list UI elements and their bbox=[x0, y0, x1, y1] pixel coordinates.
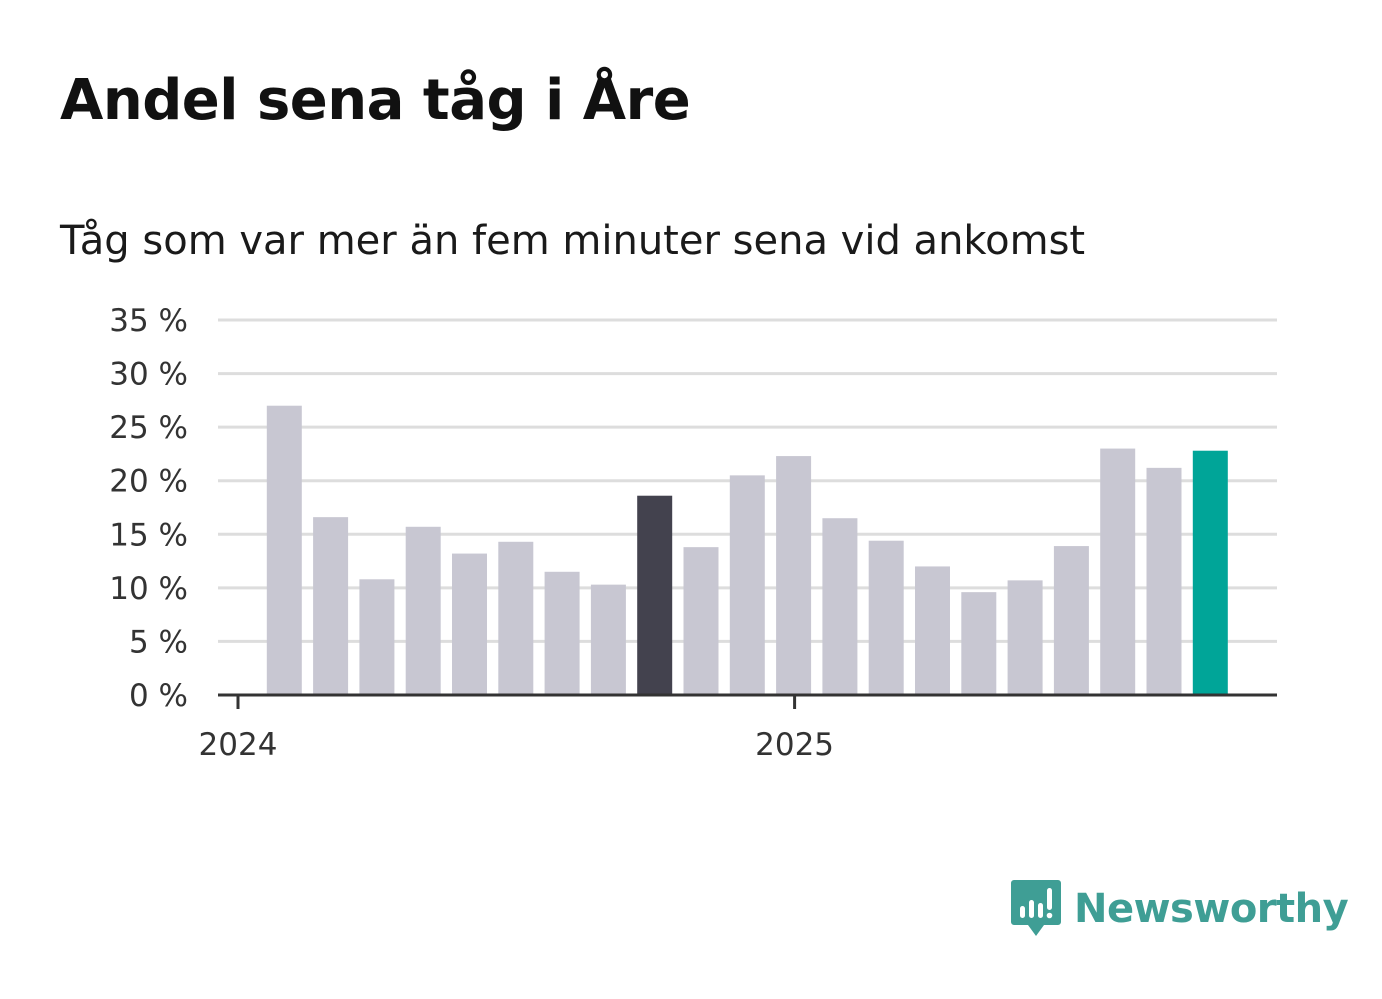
bar-2025-10 bbox=[1192, 450, 1228, 695]
bar-2025-07 bbox=[1053, 546, 1089, 695]
bar-2025-04 bbox=[915, 566, 950, 695]
y-axis-ticks: 0 % 5 % 10 % 15 % 20 % 25 % 30 % 35 % bbox=[109, 303, 188, 714]
bar-2025-02 bbox=[822, 518, 858, 695]
y-tick-label: 35 % bbox=[109, 303, 188, 339]
bar-2025-01 bbox=[776, 456, 812, 695]
bar-2025-03 bbox=[868, 540, 904, 695]
y-tick-label: 20 % bbox=[109, 464, 188, 500]
x-tick-label: 2025 bbox=[755, 727, 834, 763]
bar-2024-11 bbox=[683, 547, 719, 695]
y-tick-label: 15 % bbox=[109, 517, 188, 553]
bar-2024-03 bbox=[313, 517, 349, 695]
bar-2024-06 bbox=[452, 553, 487, 695]
chart-subtitle: Tåg som var mer än fem minuter sena vid … bbox=[60, 218, 1086, 264]
bar-2024-08 bbox=[544, 571, 580, 695]
bars bbox=[266, 405, 1228, 695]
bar-2025-08 bbox=[1100, 448, 1136, 695]
y-tick-label: 10 % bbox=[109, 571, 188, 607]
brand-name: Newsworthy bbox=[1074, 886, 1349, 932]
bar-2025-09 bbox=[1146, 467, 1182, 695]
bar-2024-10 bbox=[637, 495, 673, 695]
bar-2024-09 bbox=[590, 584, 626, 695]
y-tick-label: 25 % bbox=[109, 410, 188, 446]
bar-2025-05 bbox=[961, 592, 997, 695]
y-tick-label: 30 % bbox=[109, 357, 188, 393]
bar-2024-12 bbox=[729, 475, 765, 695]
chart-title: Andel sena tåg i Åre bbox=[60, 68, 691, 133]
bar-2024-04 bbox=[359, 579, 395, 695]
bar-2025-06 bbox=[1007, 580, 1043, 695]
newsworthy-logo: Newsworthy bbox=[1010, 878, 1349, 940]
bar-2024-02 bbox=[266, 405, 302, 695]
y-tick-label: 0 % bbox=[129, 678, 188, 714]
bar-2024-07 bbox=[498, 541, 534, 695]
x-axis-ticks: 2024 2025 bbox=[199, 695, 834, 763]
bar-2024-05 bbox=[405, 526, 441, 695]
x-tick-label: 2024 bbox=[199, 727, 278, 763]
y-tick-label: 5 % bbox=[129, 624, 188, 660]
bar-chart-speech-bubble-icon bbox=[1011, 880, 1061, 936]
